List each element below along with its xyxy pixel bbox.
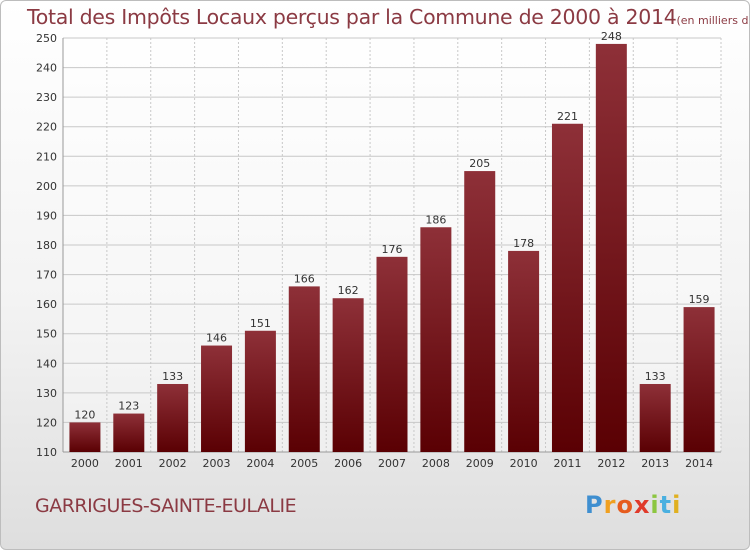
x-tick-label: 2009 bbox=[466, 457, 494, 470]
data-label: 178 bbox=[513, 237, 534, 250]
data-label: 248 bbox=[601, 30, 622, 43]
data-label: 166 bbox=[294, 272, 315, 285]
data-label: 186 bbox=[425, 213, 446, 226]
y-tick-label: 230 bbox=[36, 91, 57, 104]
y-tick-label: 170 bbox=[36, 269, 57, 282]
x-tick-label: 2006 bbox=[334, 457, 362, 470]
data-label: 120 bbox=[74, 408, 95, 421]
x-tick-label: 2004 bbox=[246, 457, 274, 470]
logo-letter: i bbox=[650, 491, 660, 519]
commune-name: GARRIGUES-SAINTE-EULALIE bbox=[35, 495, 297, 517]
bar bbox=[639, 383, 671, 452]
y-tick-label: 200 bbox=[36, 180, 57, 193]
data-label: 151 bbox=[250, 317, 271, 330]
y-tick-label: 160 bbox=[36, 298, 57, 311]
data-label: 205 bbox=[469, 157, 490, 170]
chart-title: Total des Impôts Locaux perçus par la Co… bbox=[27, 5, 749, 29]
data-label: 123 bbox=[118, 400, 139, 413]
y-tick-label: 220 bbox=[36, 121, 57, 134]
y-tick-label: 110 bbox=[36, 446, 57, 459]
bar bbox=[551, 123, 583, 452]
x-tick-label: 2001 bbox=[115, 457, 143, 470]
x-tick-label: 2010 bbox=[510, 457, 538, 470]
y-tick-label: 240 bbox=[36, 62, 57, 75]
y-tick-label: 120 bbox=[36, 416, 57, 429]
y-tick-label: 180 bbox=[36, 239, 57, 252]
data-label: 133 bbox=[162, 370, 183, 383]
bar bbox=[157, 383, 189, 452]
x-tick-label: 2007 bbox=[378, 457, 406, 470]
bar bbox=[69, 422, 101, 452]
x-tick-label: 2005 bbox=[290, 457, 318, 470]
bar bbox=[508, 250, 540, 452]
proxiti-logo[interactable]: Proxiti bbox=[585, 491, 681, 519]
x-tick-label: 2000 bbox=[71, 457, 99, 470]
y-tick-label: 150 bbox=[36, 328, 57, 341]
x-tick-label: 2013 bbox=[641, 457, 669, 470]
x-tick-label: 2003 bbox=[203, 457, 231, 470]
data-label: 133 bbox=[645, 370, 666, 383]
x-tick-label: 2002 bbox=[159, 457, 187, 470]
x-tick-label: 2014 bbox=[685, 457, 713, 470]
data-label: 221 bbox=[557, 110, 578, 123]
logo-letter: x bbox=[633, 491, 651, 519]
x-tick-label: 2012 bbox=[597, 457, 625, 470]
y-tick-label: 190 bbox=[36, 209, 57, 222]
bar-chart: 110 120 130 140 150 160 170 180 190 200 210 220 230 2… bbox=[36, 30, 722, 470]
data-label: 162 bbox=[338, 284, 359, 297]
data-label: 159 bbox=[689, 293, 710, 306]
bar bbox=[464, 171, 496, 453]
y-tick-label: 250 bbox=[36, 32, 57, 45]
bar bbox=[683, 307, 715, 452]
bar bbox=[595, 43, 627, 453]
logo-letter: i bbox=[672, 491, 682, 519]
y-tick-label: 140 bbox=[36, 357, 57, 370]
x-tick-label: 2008 bbox=[422, 457, 450, 470]
data-label: 146 bbox=[206, 332, 227, 345]
bar bbox=[244, 330, 276, 452]
y-tick-label: 210 bbox=[36, 150, 57, 163]
bar bbox=[376, 256, 408, 452]
chart-title-unit: (en milliers d'€) bbox=[676, 14, 749, 27]
logo-letter: r bbox=[603, 491, 617, 519]
bar bbox=[201, 345, 233, 452]
bar bbox=[113, 413, 145, 452]
logo-letter: o bbox=[616, 491, 634, 519]
data-label: 176 bbox=[382, 243, 403, 256]
bar bbox=[332, 298, 364, 452]
logo-letter: t bbox=[659, 491, 673, 519]
logo-letter: P bbox=[585, 491, 604, 519]
x-tick-label: 2011 bbox=[553, 457, 581, 470]
bar bbox=[288, 286, 320, 452]
bar bbox=[420, 227, 452, 452]
y-tick-label: 130 bbox=[36, 387, 57, 400]
